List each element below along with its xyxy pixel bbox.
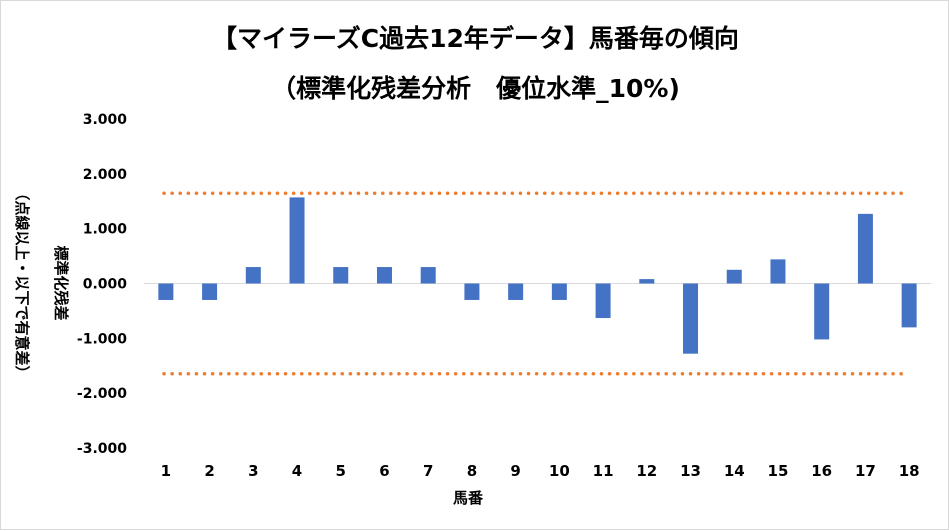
x-axis-title: 馬番 bbox=[453, 489, 484, 507]
x-tick-label: 12 bbox=[636, 462, 657, 480]
x-tick-label: 16 bbox=[811, 462, 832, 480]
bar bbox=[464, 283, 480, 300]
x-tick-label: 13 bbox=[680, 462, 701, 480]
y-axis-ticks: 3.000 2.000 1.000 0.000 -1.000 -2.000 -3.000 bbox=[77, 112, 127, 457]
x-tick-label: 9 bbox=[510, 462, 520, 480]
x-tick-label: 17 bbox=[855, 462, 876, 480]
x-tick-label: 3 bbox=[248, 462, 258, 480]
x-tick-label: 15 bbox=[768, 462, 789, 480]
bar bbox=[901, 283, 917, 328]
bar bbox=[508, 283, 524, 300]
x-tick-label: 6 bbox=[379, 462, 389, 480]
y-tick-label: 2.000 bbox=[83, 167, 128, 183]
y-tick-label: -3.000 bbox=[77, 441, 127, 457]
x-tick-label: 2 bbox=[204, 462, 214, 480]
y-tick-label: -2.000 bbox=[77, 386, 127, 402]
chart-subtitle: （標準化残差分析 優位水準_10%) bbox=[271, 74, 680, 103]
bar bbox=[683, 283, 699, 354]
bar bbox=[333, 267, 349, 284]
x-tick-label: 4 bbox=[292, 462, 302, 480]
y-tick-label: 1.000 bbox=[83, 222, 128, 238]
bar bbox=[770, 259, 786, 284]
x-tick-label: 8 bbox=[467, 462, 477, 480]
y-tick-label: 3.000 bbox=[83, 112, 128, 128]
bar bbox=[420, 267, 436, 284]
x-tick-label: 11 bbox=[593, 462, 614, 480]
threshold-lines bbox=[162, 191, 905, 376]
y-tick-label: 0.000 bbox=[83, 277, 128, 293]
x-tick-label: 14 bbox=[724, 462, 745, 480]
bar bbox=[245, 267, 261, 284]
bar bbox=[202, 283, 218, 300]
bar bbox=[857, 213, 873, 284]
y-axis-title: 標準化残差 bbox=[52, 245, 70, 320]
bar bbox=[726, 269, 742, 284]
x-tick-label: 1 bbox=[161, 462, 171, 480]
x-tick-label: 10 bbox=[549, 462, 570, 480]
bar bbox=[595, 283, 611, 319]
y-tick-label: -1.000 bbox=[77, 331, 127, 347]
bar bbox=[639, 279, 655, 284]
bar bbox=[376, 267, 392, 284]
bars bbox=[158, 197, 917, 354]
bar bbox=[814, 283, 830, 340]
x-tick-label: 5 bbox=[336, 462, 346, 480]
bar bbox=[289, 197, 305, 284]
chart-title: 【マイラーズC過去12年データ】馬番毎の傾向 bbox=[212, 24, 739, 53]
x-tick-label: 7 bbox=[423, 462, 433, 480]
x-axis-ticks: 1 2 3 4 5 6 7 8 9 10 11 12 13 14 15 16 17 18 bbox=[161, 462, 920, 480]
bar bbox=[158, 283, 174, 300]
x-tick-label: 18 bbox=[899, 462, 920, 480]
y-axis-note: （点線以上・以下で有意差） bbox=[13, 185, 31, 380]
bar bbox=[551, 283, 567, 300]
